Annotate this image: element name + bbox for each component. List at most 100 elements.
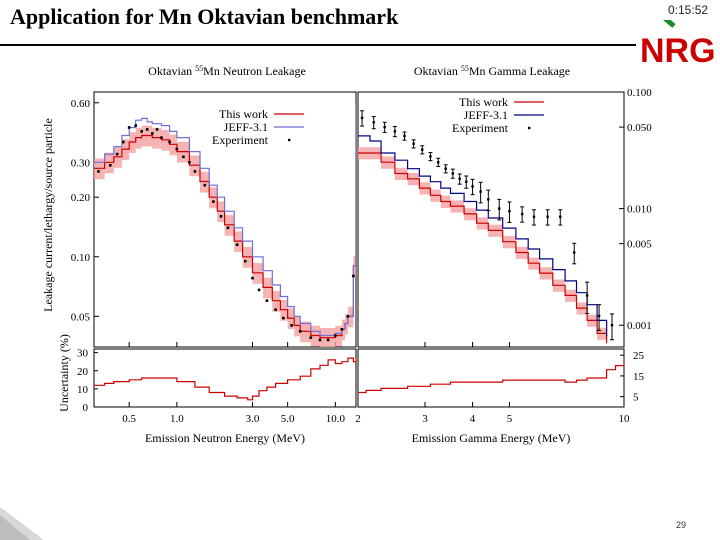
gamma-series-group	[358, 110, 615, 347]
neutron-title-post: Mn Neutron Leakage	[203, 64, 306, 78]
neutron-experiment-point	[203, 183, 207, 187]
gamma-utick-label: 5	[633, 392, 639, 404]
neutron-legend-label: JEFF-3.1	[224, 120, 268, 134]
neutron-ylabel: Leakage current/lethargy/source particle	[41, 118, 55, 312]
gamma-experiment-point	[372, 121, 375, 124]
gamma-xtick-label: 5	[507, 413, 513, 425]
nrg-logo: NRG	[640, 20, 716, 66]
neutron-experiment-point	[193, 170, 197, 173]
neutron-experiment-point	[309, 336, 313, 339]
neutron-experiment-point	[265, 299, 269, 302]
neutron-title-pre: Oktavian	[148, 64, 195, 78]
neutron-experiment-point	[318, 338, 322, 342]
gamma-legend-swatch	[528, 126, 531, 130]
gamma-experiment-point	[559, 215, 562, 219]
neutron-experiment-point	[182, 155, 185, 159]
neutron-legend-label: This work	[219, 107, 268, 121]
neutron-experiment-point	[326, 338, 330, 342]
title-rule	[0, 44, 636, 46]
gamma-experiment-point	[465, 180, 468, 183]
gamma-legend-label: This work	[459, 95, 508, 109]
gamma-xtick-label: 3	[422, 413, 428, 425]
gamma-title-sup: 55	[461, 64, 469, 73]
gamma-experiment-point	[585, 294, 589, 297]
neutron-experiment-point	[251, 276, 254, 280]
neutron-experiment-point	[188, 161, 191, 164]
gamma-experiment-point	[393, 130, 397, 133]
gamma-xtick-label: 2	[355, 413, 361, 425]
gamma-title-pre: Oktavian	[414, 64, 461, 78]
gamma-utick-label: 25	[633, 350, 645, 362]
gamma-ytick-label: 0.010	[627, 204, 652, 216]
neutron-experiment-point	[298, 330, 302, 333]
neutron-experiment-point	[108, 163, 112, 167]
neutron-experiment-point	[290, 324, 293, 327]
neutron-series-group	[94, 93, 356, 347]
neutron-experiment-point	[346, 315, 350, 318]
corner-wedge-dark	[0, 515, 30, 540]
gamma-main-frame	[357, 91, 625, 348]
neutron-experiment-point	[175, 147, 179, 151]
neutron-ytick-label: 0.30	[71, 157, 91, 169]
gamma-chart-title: Oktavian 55Mn Gamma Leakage	[414, 64, 570, 78]
gamma-experiment-point	[403, 134, 406, 138]
gamma-thiswork-band	[358, 147, 607, 347]
gamma-utick-label: 15	[633, 371, 645, 383]
neutron-experiment-point	[151, 132, 154, 135]
gamma-experiment-point	[458, 177, 461, 181]
gamma-experiment-point	[573, 251, 576, 254]
neutron-experiment-point	[122, 140, 125, 144]
gamma-experiment-point	[429, 155, 432, 158]
gamma-xlabel: Emission Gamma Energy (MeV)	[412, 431, 571, 445]
neutron-ytick-label: 0.60	[71, 98, 91, 110]
gamma-experiment-point	[479, 190, 482, 193]
gamma-legend-label: JEFF-3.1	[464, 108, 508, 122]
clock: 0:15:52	[668, 3, 709, 17]
neutron-experiment-point	[282, 316, 285, 320]
neutron-uncertainty-frame	[93, 348, 357, 408]
neutron-utick-label: 0	[83, 402, 89, 414]
neutron-xtick-label: 10.0	[326, 413, 346, 425]
neutron-ytick-label: 0.05	[71, 311, 91, 323]
corner-decoration	[0, 507, 44, 540]
gamma-experiment-point	[546, 215, 549, 219]
neutron-experiment-point	[352, 274, 355, 278]
neutron-utick-label: 10	[77, 384, 89, 396]
gamma-experiment-point	[520, 212, 524, 216]
gamma-experiment-point	[532, 215, 536, 219]
neutron-series-thiswork	[94, 102, 356, 339]
neutron-experiment-point	[243, 259, 247, 263]
gamma-experiment-point	[360, 116, 364, 120]
neutron-xtick-label: 5.0	[281, 413, 295, 425]
gamma-uncertainty-line	[358, 363, 625, 394]
neutron-experiment-point	[140, 130, 144, 133]
neutron-experiment-point	[226, 226, 230, 230]
neutron-experiment-point	[168, 140, 171, 144]
gamma-experiment-point	[610, 323, 614, 327]
neutron-xlabel: Emission Neutron Energy (MeV)	[145, 431, 305, 445]
neutron-experiment-point	[115, 152, 119, 156]
neutron-chart-title: Oktavian 55Mn Neutron Leakage	[148, 64, 306, 78]
gamma-experiment-point	[444, 167, 447, 170]
gamma-experiment-point	[498, 207, 501, 210]
nrg-logo-slash	[662, 20, 676, 28]
neutron-experiment-point	[145, 128, 149, 131]
nrg-logo-text: NRG	[640, 32, 716, 66]
neutron-experiment-point	[155, 128, 159, 131]
neutron-experiment-point	[97, 170, 100, 173]
gamma-experiment-point	[508, 209, 511, 213]
gamma-legend-label: Experiment	[452, 121, 509, 135]
neutron-title-sup: 55	[195, 64, 203, 73]
chart-panels: Oktavian 55Mn Neutron Leakage0.600.300.2…	[41, 64, 652, 445]
neutron-experiment-point	[127, 126, 131, 129]
slide-title: Application for Mn Oktavian benchmark	[10, 4, 399, 29]
gamma-experiment-point	[412, 142, 415, 145]
gamma-experiment-point	[487, 198, 490, 201]
neutron-experiment-point	[219, 215, 223, 218]
gamma-ytick-label: 0.050	[627, 122, 652, 134]
gamma-xtick-label: 10	[619, 413, 631, 425]
neutron-experiment-point	[212, 200, 215, 203]
neutron-experiment-point	[257, 288, 261, 292]
gamma-experiment-point	[597, 314, 601, 318]
